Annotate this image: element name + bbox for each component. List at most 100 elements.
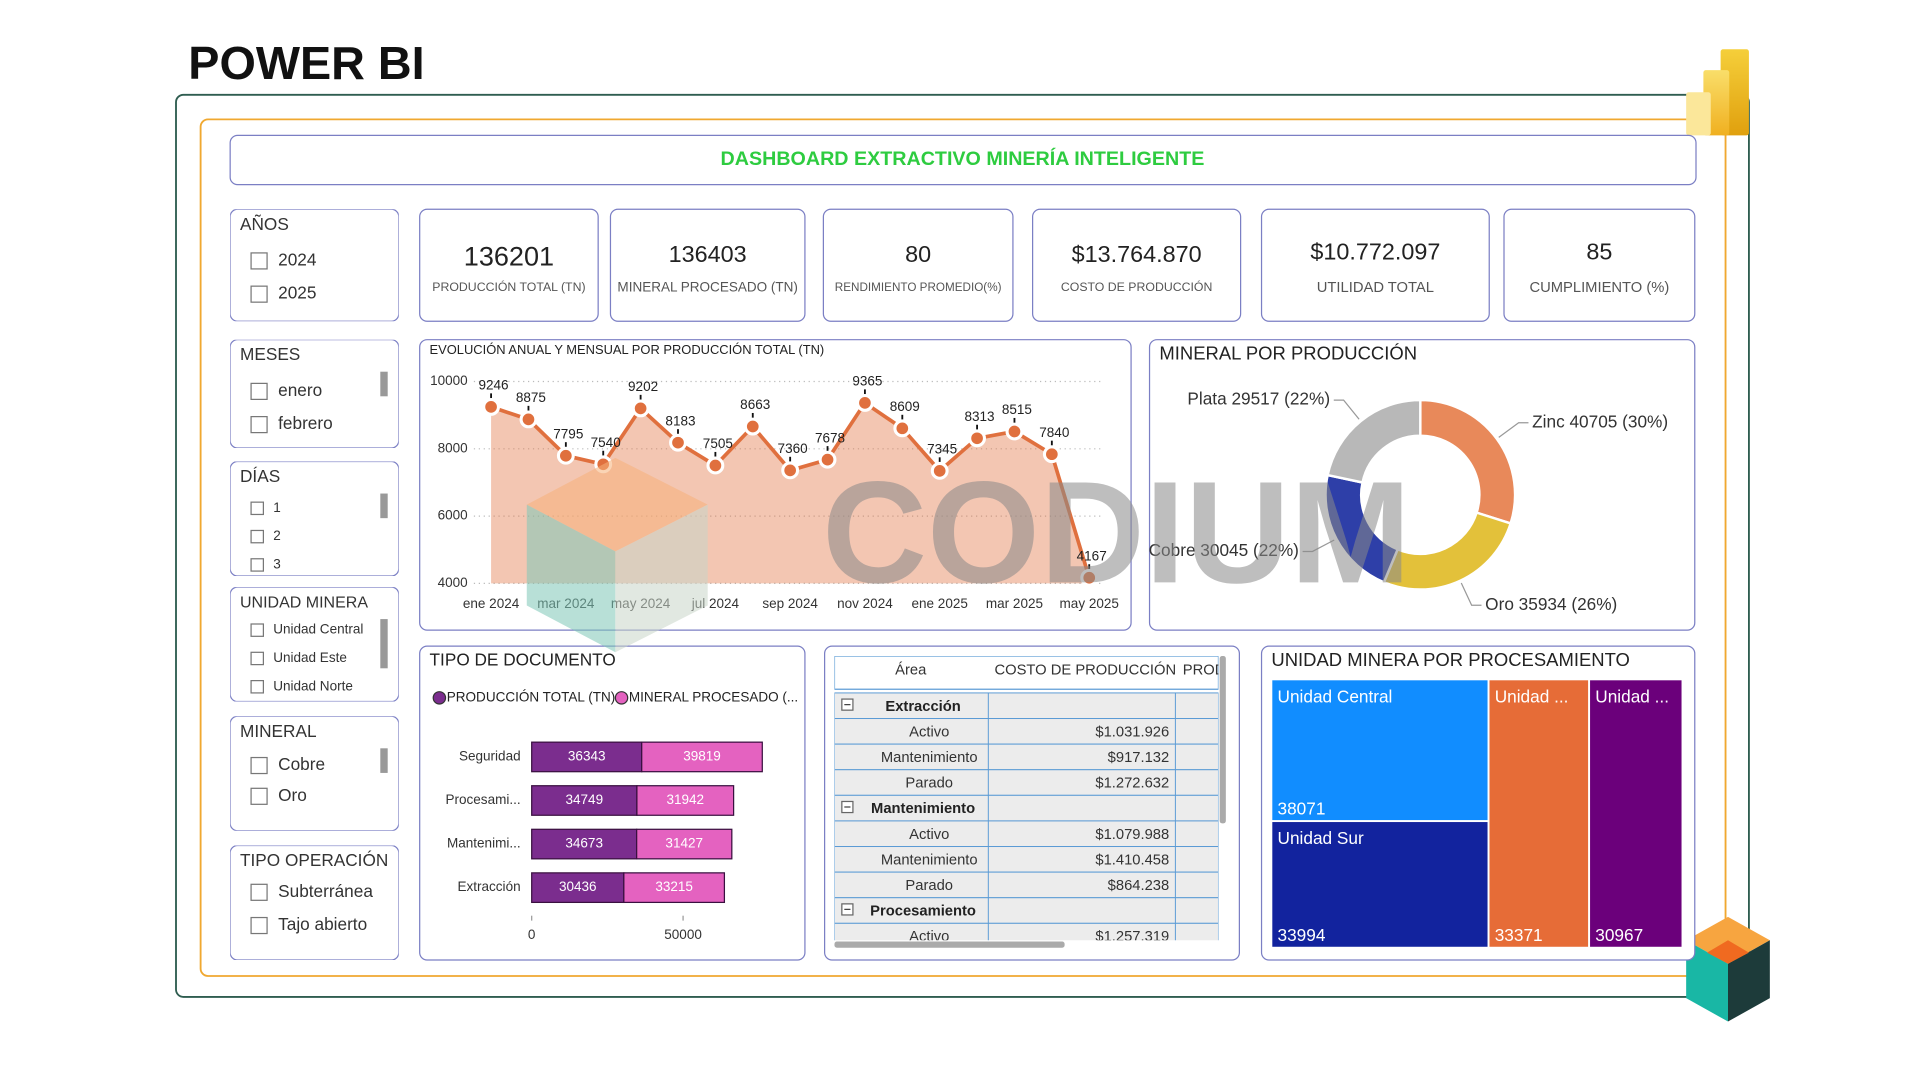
data-label: Plata 29517 (22%) <box>1187 389 1330 409</box>
checkbox[interactable] <box>250 252 268 270</box>
checkbox[interactable] <box>250 916 268 935</box>
slicer-title: DÍAS <box>240 466 280 486</box>
data-label: 7795 <box>553 426 583 441</box>
slicer: DÍAS 1 2 3 <box>230 461 399 576</box>
cell-cost: $1.031.926 <box>1095 724 1169 740</box>
dashboard-title: DASHBOARD EXTRACTIVO MINERÍA INTELIGENTE <box>721 147 1205 170</box>
cell-cost: $917.132 <box>1108 750 1170 766</box>
x-tick-label: ene 2024 <box>463 596 520 611</box>
treemap-tile <box>1487 678 1591 949</box>
leader-line <box>1460 582 1482 606</box>
slicer-item: 2024 <box>278 249 317 269</box>
checkbox[interactable] <box>250 651 264 666</box>
slicer-item: Tajo abierto <box>278 914 367 934</box>
checkbox[interactable] <box>250 285 268 303</box>
marker <box>706 456 725 475</box>
kpi-value: $10.772.097 <box>1310 239 1440 265</box>
scrollbar <box>380 748 388 773</box>
kpi-card <box>1032 208 1242 322</box>
inner-frame <box>199 118 1727 977</box>
tile-name: Unidad ... <box>1495 686 1569 706</box>
kpi-label: COSTO DE PRODUCCIÓN <box>1061 279 1212 294</box>
marker <box>781 461 800 480</box>
bar-segment <box>636 785 735 816</box>
checkbox[interactable] <box>250 623 264 637</box>
legend-label: PRODUCCIÓN TOTAL (TN) <box>447 689 615 704</box>
slicer-item: 3 <box>273 557 281 572</box>
slicer-title: UNIDAD MINERA <box>240 594 368 611</box>
outer-frame <box>175 93 1750 998</box>
checkbox[interactable] <box>250 529 264 544</box>
cell-area: Activo <box>909 724 949 740</box>
slicer: TIPO OPERACIÓN Subterránea Tajo abierto <box>230 845 399 960</box>
bar-segment <box>531 872 625 904</box>
slicer-item: 1 <box>273 500 281 515</box>
table-row-bg <box>834 794 1219 822</box>
checkbox[interactable] <box>250 680 264 694</box>
slicer-item: febrero <box>278 413 333 433</box>
legend-swatch <box>432 691 447 705</box>
kpi-label: RENDIMIENTO PROMEDIO(%) <box>835 281 1002 294</box>
cube-accent <box>1707 940 1749 964</box>
data-label: 8313 <box>964 409 994 424</box>
data-label: Zinc 40705 (30%) <box>1532 411 1668 431</box>
cell-cost: $1.257.319 <box>1095 929 1169 945</box>
chart-title: UNIDAD MINERA POR PROCESAMIENTO <box>1271 649 1630 670</box>
legend-swatch <box>614 691 629 705</box>
data-label: 7840 <box>1039 425 1069 440</box>
cell-area: Activo <box>909 929 949 945</box>
checkbox[interactable] <box>250 883 268 901</box>
x-tick-label: nov 2024 <box>837 596 893 611</box>
kpi-label: UTILIDAD TOTAL <box>1317 280 1434 296</box>
data-label: 9246 <box>478 378 508 393</box>
x-tick-label: mar 2025 <box>986 596 1043 611</box>
data-label: 7345 <box>927 442 957 457</box>
donut-slice <box>1326 398 1422 484</box>
group-label: Extracción <box>885 699 960 715</box>
marker <box>930 461 949 480</box>
data-label: 8609 <box>890 399 920 414</box>
checkbox[interactable] <box>250 416 268 434</box>
checkbox[interactable] <box>250 501 264 516</box>
data-label: 4167 <box>1077 548 1107 563</box>
data-label: 8515 <box>1002 402 1032 417</box>
slicer: MESES enero febrero <box>230 339 399 448</box>
kpi-label: CUMPLIMIENTO (%) <box>1529 280 1669 296</box>
scrollbar-vertical <box>1219 656 1226 824</box>
column-header: PROD <box>1183 663 1226 679</box>
checkbox[interactable] <box>250 787 268 805</box>
column-header: COSTO DE PRODUCCIÓN <box>994 662 1176 679</box>
x-tick-label: ene 2025 <box>912 596 968 611</box>
chart-title: EVOLUCIÓN ANUAL Y MENSUAL POR PRODUCCIÓN… <box>430 342 825 357</box>
bar-segment <box>531 785 638 816</box>
slicer-title: MINERAL <box>240 721 317 741</box>
leader-line <box>1333 399 1360 420</box>
marker <box>519 410 538 429</box>
donut-panel <box>1148 339 1696 631</box>
kpi-label: PRODUCCIÓN TOTAL (TN) <box>432 279 585 294</box>
kpi-card <box>609 208 806 322</box>
cube-left <box>1686 940 1728 1022</box>
checkbox[interactable] <box>250 558 264 572</box>
leader-line <box>1302 539 1335 553</box>
chart-title: TIPO DE DOCUMENTO <box>430 649 616 669</box>
data-label: 7505 <box>703 436 733 451</box>
x-tick-label: may 2025 <box>1060 596 1119 611</box>
y-tick-label: 4000 <box>438 575 468 590</box>
logo-bar <box>1686 92 1711 136</box>
slicer: AÑOS 2024 2025 <box>230 209 399 322</box>
checkbox[interactable] <box>250 382 268 401</box>
slicer-title: MESES <box>240 344 300 364</box>
scrollbar <box>380 371 388 397</box>
tile-name: Unidad Central <box>1278 686 1393 706</box>
tile-value: 38071 <box>1278 799 1326 819</box>
slicer-item: enero <box>278 380 322 400</box>
marker <box>631 399 650 418</box>
marker <box>743 417 762 436</box>
tile-value: 33371 <box>1495 925 1543 945</box>
tile-name: Unidad ... <box>1595 686 1669 706</box>
checkbox[interactable] <box>250 756 268 775</box>
slicer-item: Unidad Central <box>273 622 363 637</box>
slicer-item: Oro <box>278 785 307 805</box>
table-row-bg <box>834 897 1219 924</box>
